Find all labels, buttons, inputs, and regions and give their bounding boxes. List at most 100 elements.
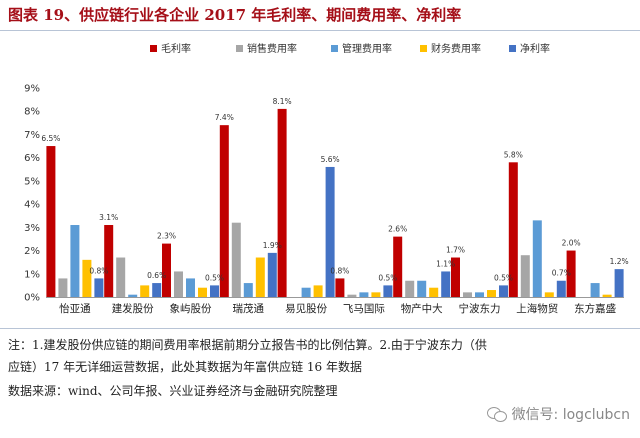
bar [325, 166, 335, 297]
data-label: 0.5% [205, 273, 224, 282]
y-tick-label: 4% [24, 200, 40, 211]
data-label: 0.8% [89, 266, 108, 275]
legend-swatch [236, 45, 243, 52]
data-label: 1.2% [610, 257, 629, 266]
bar [335, 278, 345, 297]
bar [231, 222, 241, 297]
bar [544, 292, 554, 297]
bar [255, 257, 265, 297]
legend-label: 管理费用率 [342, 42, 392, 55]
bar [219, 125, 229, 298]
x-tick-label: 上海物贸 [516, 302, 558, 315]
data-label: 0.6% [147, 271, 166, 280]
y-tick-label: 1% [24, 269, 40, 280]
watermark-text: 微信号: logclubcn [511, 407, 630, 423]
y-tick-label: 6% [24, 153, 40, 164]
bar [463, 292, 472, 297]
x-tick-label: 物产中大 [401, 302, 443, 315]
data-label: 0.5% [494, 273, 513, 282]
x-tick-label: 怡亚通 [59, 302, 91, 315]
bar [566, 250, 576, 297]
bar [393, 236, 403, 297]
y-tick-label: 5% [24, 176, 40, 187]
data-label: 6.5% [41, 134, 60, 143]
y-tick-label: 7% [24, 130, 40, 141]
bar [429, 287, 439, 297]
data-label: 1.7% [446, 246, 465, 255]
bar [347, 294, 357, 297]
bar [94, 278, 104, 297]
bar [140, 285, 150, 297]
x-tick-label: 瑞茂通 [233, 302, 265, 315]
bar [602, 294, 612, 297]
bar [104, 225, 114, 297]
bar [520, 255, 530, 297]
x-tick-label: 东方嘉盛 [574, 302, 616, 315]
bar [556, 280, 566, 297]
data-label: 0.8% [330, 266, 349, 275]
y-tick-label: 9% [24, 84, 40, 95]
legend-swatch [420, 45, 427, 52]
x-tick-label: 易见股份 [285, 303, 327, 315]
bar [451, 257, 460, 297]
y-tick-label: 8% [24, 107, 40, 118]
legend-swatch [509, 45, 516, 52]
bar [487, 290, 496, 297]
y-tick-label: 0% [24, 293, 40, 304]
bar [508, 162, 518, 297]
data-label: 2.3% [157, 232, 176, 241]
bar [162, 243, 171, 297]
data-label: 5.8% [504, 150, 523, 159]
data-label: 8.1% [273, 97, 292, 106]
wechat-icon [486, 406, 507, 422]
bar [186, 278, 195, 297]
bar [46, 146, 56, 297]
bar [614, 269, 624, 297]
legend-swatch [150, 45, 157, 52]
data-label: 1.1% [436, 259, 455, 268]
bar [441, 271, 451, 297]
bar [405, 280, 415, 297]
chart-title: 图表 19、供应链行业各企业 2017 年毛利率、期间费用率、净利率 [8, 6, 462, 24]
data-label: 0.5% [378, 273, 397, 282]
data-label: 3.1% [99, 213, 118, 222]
data-label: 0.7% [552, 269, 571, 278]
bar [417, 280, 427, 297]
bar [210, 285, 219, 297]
x-tick-label: 飞马国际 [343, 303, 385, 315]
bar [70, 225, 80, 297]
bar [58, 278, 68, 297]
bar [152, 283, 162, 297]
data-label: 2.0% [562, 239, 581, 248]
data-label: 1.9% [263, 241, 282, 250]
data-label: 2.6% [388, 225, 407, 234]
data-label: 7.4% [215, 113, 234, 122]
x-tick-label: 宁波东力 [459, 302, 501, 315]
bar [532, 220, 542, 297]
title-bar: 图表 19、供应链行业各企业 2017 年毛利率、期间费用率、净利率 [0, 0, 640, 31]
y-tick-label: 3% [24, 223, 40, 234]
bar [128, 294, 138, 297]
bar [499, 285, 508, 297]
legend-label: 财务费用率 [431, 42, 481, 55]
x-tick-label: 象屿股份 [170, 303, 212, 315]
bar [116, 257, 126, 297]
legend-label: 销售费用率 [247, 42, 297, 55]
note-divider [0, 328, 640, 329]
bar [174, 271, 183, 297]
bar [313, 285, 323, 297]
y-tick-label: 2% [24, 246, 40, 257]
legend-swatch [331, 45, 338, 52]
bar [277, 108, 287, 298]
bar [198, 287, 207, 297]
bar [371, 292, 381, 297]
bar-chart: 毛利率 销售费用率 管理费用率 财务费用率 净利率 0% 1% 2% 3% 4% 5% 6% 7% 8% 9… [24, 42, 629, 315]
x-tick-label: 建发股份 [112, 302, 154, 315]
source-line: 数据来源：wind、公司年报、兴业证券经济与金融研究院整理 [8, 384, 338, 398]
watermark: 微信号: logclubcn [486, 404, 630, 424]
bar [301, 287, 311, 297]
bar [590, 283, 600, 297]
bar [82, 259, 92, 297]
note-line-1: 注：1.建发股份供应链的期间费用率根据前期分立报告书的比例估算。2.由于宁波东力… [8, 338, 487, 352]
legend-label: 毛利率 [161, 42, 191, 55]
